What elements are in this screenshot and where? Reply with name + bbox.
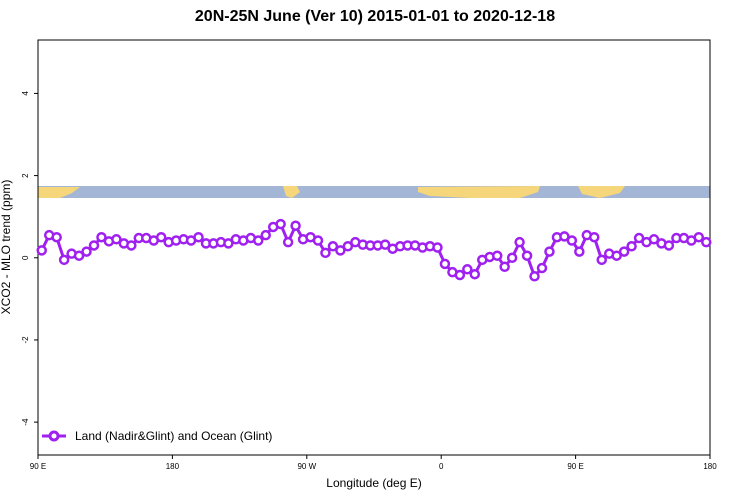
data-point [260,229,271,241]
data-point [88,240,100,251]
data-point [648,234,660,245]
data-point [320,247,331,259]
legend: Land (Nadir&Glint) and Ocean (Glint) [42,429,272,443]
data-point [491,250,503,261]
data-point [439,258,451,270]
data-point [566,235,578,246]
x-tick-label: 90 E [30,462,46,471]
data-point [469,268,481,280]
data-point [223,238,234,249]
data-point [432,242,443,253]
data-point [111,234,122,245]
data-point [193,231,204,243]
data-point [312,235,324,246]
data-point [379,239,391,250]
y-tick-label: -2 [21,336,30,344]
data-point [626,241,637,252]
data-point [275,218,286,230]
data-point [454,269,466,281]
data-point [701,236,712,248]
data-point [596,254,607,266]
data-point [559,231,570,242]
y-tick-label: 4 [21,91,30,96]
legend-label: Land (Nadir&Glint) and Ocean (Glint) [75,429,272,443]
data-point [96,231,107,243]
data-point [282,236,294,248]
data-point [506,252,518,264]
data-point [253,235,264,246]
y-tick-label: 0 [21,255,30,260]
data-point [618,246,630,257]
data-point [611,250,622,261]
data-point [126,240,137,251]
data-point [327,241,339,252]
data-point [73,250,85,261]
data-point [514,236,525,248]
data-point [544,246,555,257]
data-point [574,246,585,257]
x-tick-label: 0 [439,462,444,471]
data-point [693,231,705,243]
data-point [290,220,301,231]
x-tick-label: 180 [166,462,180,471]
data-point [342,241,354,252]
data-point [36,245,47,256]
data-point [81,246,92,257]
chart-title: 20N-25N June (Ver 10) 2015-01-01 to 2020… [195,8,555,25]
x-tick-label: 90 E [567,462,583,471]
data-point [499,261,510,273]
x-axis-label: Longitude (deg E) [326,476,421,490]
x-tick-label: 180 [703,462,717,471]
y-tick-label: 2 [21,173,30,178]
data-point [155,231,167,243]
data-point [536,262,548,274]
data-point [335,245,346,256]
data-point [633,232,645,244]
y-tick-label: -4 [21,418,30,426]
map-strip [38,186,710,198]
legend-marker [48,430,60,442]
data-point [51,231,62,243]
data-point [462,264,473,275]
data-point [521,250,533,261]
data-point [58,254,70,266]
y-axis-label: XCO2 - MLO trend (ppm) [0,180,13,315]
data-point [529,271,540,282]
x-tick-label: 90 W [297,462,316,471]
data-point [589,231,600,243]
data-point [663,240,675,251]
